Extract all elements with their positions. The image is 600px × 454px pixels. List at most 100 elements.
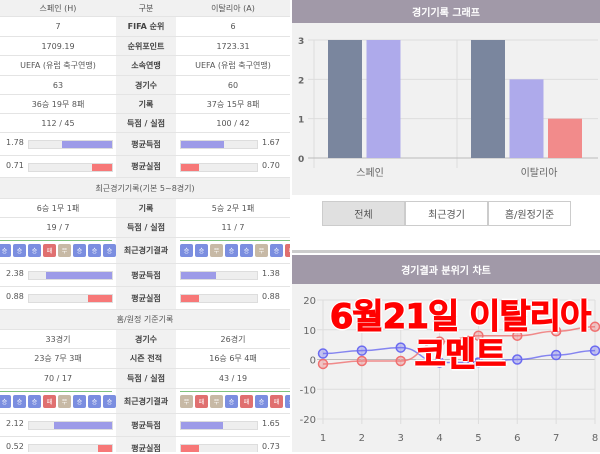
table-row: UEFA (유럽 축구연맹) 소속연맹 UEFA (유럽 축구연맹) [0,56,290,76]
away-value: 1723.31 [216,41,250,51]
result-badge: 승 [0,395,11,408]
bar [328,40,362,158]
away-average: 0.70 [262,160,280,170]
row-label: 순위포인트 [116,37,176,55]
filter-button-2[interactable]: 홈/원정기준 [488,201,571,226]
x-tick-label: 6 [514,433,520,444]
x-tick-label: 4 [436,433,442,444]
table-row: 승승승패무승승승최근경기결과승승무승승무승패 [0,238,290,264]
y-tick-label: 1 [298,116,304,126]
y-tick-label: 10 [303,326,316,337]
away-value: 1.67 [176,133,290,155]
filter-button-1[interactable]: 최근경기 [405,201,488,226]
category-header: 구분 [116,0,176,16]
away-value: 100 / 42 [216,118,250,128]
home-bar-track [28,421,113,430]
right-panel: 경기기록 그래프 0 1 2 3 스페인 이탈리아 전체 최근경기 홈/원정기준 경기결과 분… [292,0,600,452]
red-data-point [317,358,329,370]
red-data-point [356,355,368,367]
home-value: UEFA (유럽 축구연맹) [20,61,96,70]
away-value: 0.70 [176,156,290,177]
home-value: 2.12 [0,414,116,436]
row-label: 기록 [116,199,176,217]
row-label: 득점 / 실점 [116,218,176,237]
bar-chart: 0 1 2 3 스페인 이탈리아 [298,37,598,179]
row-label: 평균실점 [116,287,176,309]
x-tick-label: 스페인 [356,167,384,179]
y-tick-label: 0 [298,155,304,165]
row-label: 최근경기결과 [116,389,176,413]
graph-panel-title: 경기기록 그래프 [292,0,600,23]
y-tick-label: 20 [303,296,316,307]
home-average: 0.52 [6,442,24,451]
red-data-point [473,330,484,341]
y-tick-label: -20 [300,415,316,426]
mood-panel-title: 경기결과 분위기 차트 [292,255,600,284]
blue-data-point [356,345,368,356]
away-average: 0.73 [262,442,280,451]
row-label: 최근경기결과 [116,238,176,263]
trend-line [0,240,112,241]
home-value: 0.71 [0,156,116,177]
x-tick-label: 7 [553,433,559,444]
blue-data-point [473,357,484,368]
result-badge: 승 [270,244,283,257]
y-tick-label: 0 [310,356,316,367]
result-badge: 승 [73,395,86,408]
away-value: 16승 6무 4패 [209,354,257,363]
blue-data-point [395,342,406,353]
away-bar-fill [181,422,223,429]
x-tick-label: 5 [475,433,481,444]
table-row: 0.88 평균실점 0.88 [0,287,290,310]
away-value: 60 [227,80,239,90]
x-tick-label: 이탈리아 [521,166,558,179]
table-row: 33경기 경기수 26경기 [0,330,290,349]
away-bar-track [180,421,258,430]
away-value: 43 / 19 [218,374,248,383]
red-data-point [395,355,406,367]
home-value: 6승 1무 1패 [36,203,80,213]
table-row: 2.12 평균득점 1.65 [0,414,290,437]
result-badge: 승 [255,395,268,408]
red-data-point [550,325,562,337]
filter-button-0[interactable]: 전체 [322,201,405,226]
home-value: 0.52 [0,437,116,452]
x-tick-label: 3 [398,433,404,444]
x-tick-label: 8 [592,433,598,444]
away-value: 승승무승승무승패 [176,238,290,263]
red-data-point [434,336,445,347]
line-chart: 20 10 0 -10 -20 1 2 3 4 5 6 7 8 [300,296,600,444]
bar [366,40,401,158]
home-bar-fill [46,272,112,279]
home-bar-track [28,444,113,452]
away-bar-track [180,444,258,452]
home-value: 2.38 [0,264,116,286]
line-chart-area: 20 10 0 -10 -20 1 2 3 4 5 6 7 8 [292,284,600,452]
table-row: 7 FIFA 순위 6 [0,17,290,37]
home-value: 63 [52,80,64,90]
result-badge: 승 [13,244,26,257]
section-title: 최근경기기록(기본 5~8경기) [95,183,195,193]
result-badge: 승 [225,244,238,257]
row-label: 경기수 [116,330,176,348]
away-bar-track [180,271,258,280]
home-bar-fill [87,295,112,302]
result-badge: 승 [13,395,26,408]
home-value: 70 / 17 [43,374,73,383]
row-label: 소속연맹 [116,56,176,75]
home-team-header: 스페인 (H) [39,3,77,13]
y-tick-label: 2 [298,76,304,86]
result-badge: 승 [88,395,101,408]
table-row: 0.52 평균실점 0.73 [0,437,290,452]
away-value: 1.65 [176,414,290,436]
result-badge: 패 [240,395,253,408]
result-badge: 승 [73,244,86,257]
x-tick-label: 2 [359,433,365,444]
blue-data-point [512,354,523,365]
result-badge: 승 [240,244,253,257]
away-bar-track [180,294,258,303]
result-badge: 패 [43,395,56,408]
bar [509,79,544,158]
